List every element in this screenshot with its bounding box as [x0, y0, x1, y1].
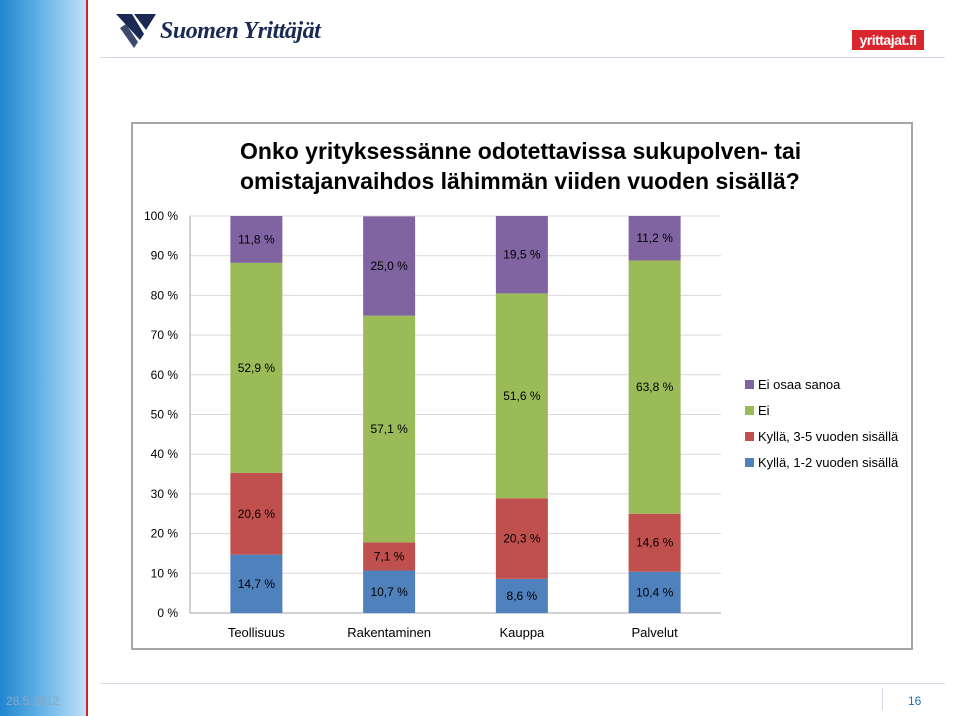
y-tick-label: 50 %	[151, 408, 179, 422]
side-accent-line	[86, 0, 88, 716]
x-category-label: Kauppa	[499, 625, 545, 640]
data-label: 11,2 %	[636, 231, 673, 245]
data-label: 19,5 %	[503, 248, 541, 262]
header-divider	[100, 57, 945, 58]
data-label: 20,3 %	[503, 532, 541, 546]
bar-segment	[363, 315, 416, 543]
logo: Suomen Yrittäjät	[116, 14, 321, 48]
bar-segment	[230, 554, 283, 613]
bar-segment	[230, 472, 283, 555]
logo-text: Suomen Yrittäjät	[160, 17, 321, 44]
legend-label: Kyllä, 1-2 vuoden sisällä	[758, 455, 899, 470]
y-tick-label: 60 %	[151, 368, 179, 382]
bar-segment	[495, 293, 548, 499]
footer-separator	[882, 688, 883, 710]
legend-label: Kyllä, 3-5 vuoden sisällä	[758, 429, 899, 444]
chart-title-line-2: omistajanvaihdos lähimmän viiden vuoden …	[240, 168, 800, 194]
bar-segment	[628, 260, 681, 514]
bar-segment	[628, 513, 681, 572]
chart-title-line-1: Onko yrityksessänne odotettavissa sukupo…	[240, 138, 802, 164]
legend-swatch	[745, 380, 754, 389]
bar-segment	[495, 216, 548, 294]
y-tick-label: 70 %	[151, 328, 179, 342]
data-label: 25,0 %	[370, 259, 408, 273]
data-label: 14,6 %	[636, 536, 674, 550]
y-tick-label: 0 %	[157, 606, 178, 620]
data-label: 51,6 %	[503, 389, 541, 403]
data-label: 20,6 %	[238, 507, 276, 521]
data-label: 63,8 %	[636, 380, 674, 394]
y-tick-label: 20 %	[151, 527, 179, 541]
y-tick-label: 90 %	[151, 249, 179, 263]
legend-label: Ei osaa sanoa	[758, 377, 841, 392]
y-tick-label: 40 %	[151, 447, 179, 461]
yrittajat-badge: yrittajat.fi	[852, 30, 924, 50]
bar-segment	[363, 216, 416, 316]
x-category-label: Rakentaminen	[347, 625, 431, 640]
data-label: 8,6 %	[507, 589, 538, 603]
page-number: 16	[908, 694, 922, 708]
bar-segment	[495, 578, 548, 613]
data-label: 11,8 %	[238, 232, 275, 246]
data-label: 10,4 %	[636, 585, 674, 599]
bar-segment	[230, 216, 283, 263]
bar-segment	[363, 570, 416, 613]
y-tick-label: 80 %	[151, 288, 179, 302]
chart-title: Onko yrityksessänne odotettavissa sukupo…	[240, 136, 880, 196]
legend-label: Ei	[758, 403, 770, 418]
data-label: 7,1 %	[374, 549, 405, 563]
logo-mark-icon	[116, 14, 156, 48]
x-category-label: Teollisuus	[228, 625, 286, 640]
y-tick-label: 30 %	[151, 487, 179, 501]
bar-segment	[495, 498, 548, 579]
bar-segment	[363, 542, 416, 571]
y-tick-label: 10 %	[151, 566, 179, 580]
data-label: 14,7 %	[238, 577, 276, 591]
legend-swatch	[745, 432, 754, 441]
y-tick-label: 100 %	[144, 209, 178, 223]
x-category-label: Palvelut	[632, 625, 679, 640]
data-label: 52,9 %	[238, 361, 276, 375]
bar-segment	[628, 216, 681, 261]
side-accent-bar	[0, 0, 86, 716]
legend-swatch	[745, 406, 754, 415]
legend-swatch	[745, 458, 754, 467]
data-label: 10,7 %	[370, 585, 408, 599]
data-label: 57,1 %	[370, 422, 408, 436]
footer-divider	[100, 683, 945, 684]
bar-segment	[628, 571, 681, 613]
footer-date: 28.5.2012	[6, 694, 60, 708]
bar-segment	[230, 262, 283, 473]
